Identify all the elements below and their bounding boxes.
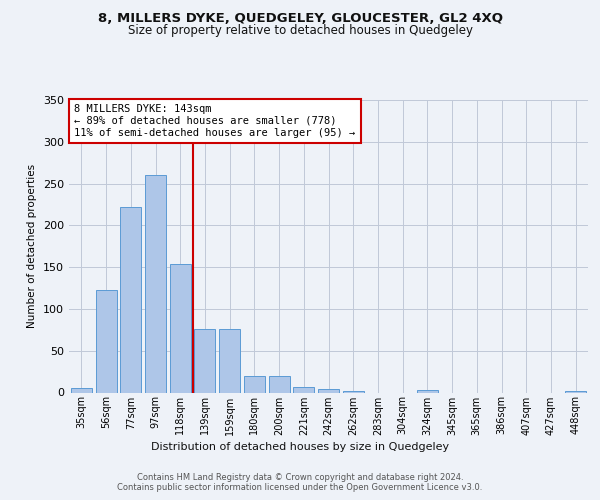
Text: Distribution of detached houses by size in Quedgeley: Distribution of detached houses by size … [151, 442, 449, 452]
Y-axis label: Number of detached properties: Number of detached properties [28, 164, 37, 328]
Text: Contains HM Land Registry data © Crown copyright and database right 2024.
Contai: Contains HM Land Registry data © Crown c… [118, 472, 482, 492]
Bar [145, 175, 166, 392]
Bar [194, 329, 215, 392]
Text: 8, MILLERS DYKE, QUEDGELEY, GLOUCESTER, GL2 4XQ: 8, MILLERS DYKE, QUEDGELEY, GLOUCESTER, … [97, 12, 503, 26]
Bar [244, 376, 265, 392]
Bar [95, 290, 116, 393]
Bar [219, 329, 240, 392]
Bar [343, 391, 364, 392]
Bar [269, 376, 290, 392]
Bar [71, 388, 92, 392]
Bar [293, 386, 314, 392]
Bar [565, 391, 586, 392]
Bar [318, 389, 339, 392]
Bar [170, 264, 191, 392]
Bar [120, 207, 141, 392]
Bar [417, 390, 438, 392]
Text: 8 MILLERS DYKE: 143sqm
← 89% of detached houses are smaller (778)
11% of semi-de: 8 MILLERS DYKE: 143sqm ← 89% of detached… [74, 104, 355, 138]
Text: Size of property relative to detached houses in Quedgeley: Size of property relative to detached ho… [128, 24, 473, 37]
